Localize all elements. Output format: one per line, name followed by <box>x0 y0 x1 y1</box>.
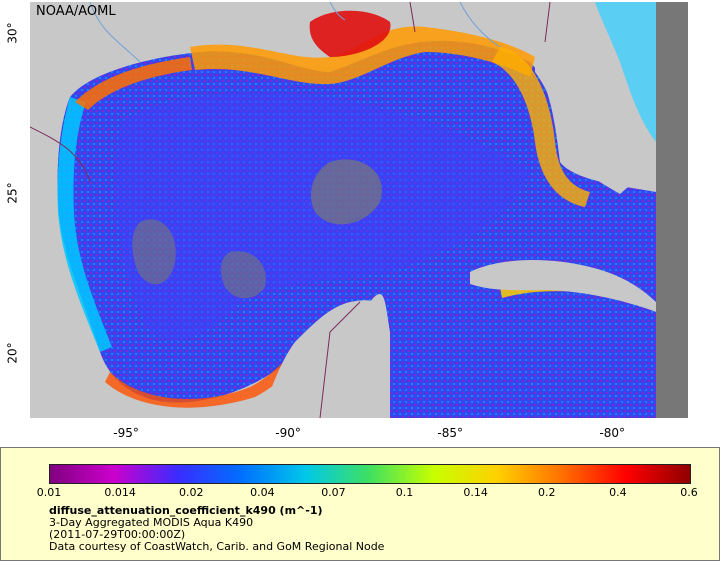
western-coast-band <box>57 97 112 352</box>
no-data-region <box>656 2 688 418</box>
longitude-tick-label: -85° <box>437 426 463 440</box>
k490-map[interactable] <box>30 2 688 418</box>
attribution-label: NOAA/AOML <box>36 4 116 19</box>
colorbar-tick-label: 0.2 <box>538 486 556 499</box>
no-data-patch-central <box>220 251 266 299</box>
river-line <box>329 2 346 21</box>
colorbar <box>49 464 691 484</box>
latitude-tick-label: 30° <box>5 22 20 44</box>
colorbar-tick-label: 0.07 <box>321 486 346 499</box>
colorbar-tick-label: 0.04 <box>250 486 275 499</box>
cuba-island <box>470 260 656 312</box>
legend-date: (2011-07-29T00:00:00Z) <box>49 528 186 541</box>
map-panel[interactable]: NOAA/AOML <box>30 2 688 418</box>
colorbar-tick-label: 0.02 <box>178 486 204 499</box>
no-data-patch-west <box>132 219 176 285</box>
latitude-tick-label: 25° <box>5 182 20 204</box>
colorbar-tick-label: 0.014 <box>104 486 136 499</box>
texas-shelf-band <box>75 57 192 110</box>
river-line <box>89 2 141 63</box>
political-border <box>544 2 551 43</box>
colorbar-tick-label: 0.14 <box>463 486 488 499</box>
mississippi-plume <box>309 10 391 57</box>
legend-description: 3-Day Aggregated MODIS Aqua K490 <box>49 516 254 529</box>
colorbar-tick-label: 0.1 <box>395 486 414 499</box>
legend-panel: 0.01 0.014 0.02 0.04 0.07 0.1 0.14 0.2 0.4 0.6 di… <box>0 447 720 561</box>
yucatan-peninsula <box>260 300 390 418</box>
northern-coast-band <box>190 26 535 85</box>
colorbar-tick-label: 0.4 <box>609 486 627 499</box>
atlantic-coast-band <box>595 2 656 142</box>
latitude-tick-label: 20° <box>5 342 20 364</box>
campeche-coast-band <box>105 322 326 408</box>
colorbar-tick-label: 0.01 <box>36 486 62 499</box>
no-data-patch-gulf <box>310 159 382 225</box>
longitude-tick-label: -95° <box>113 426 139 440</box>
political-border <box>30 126 91 183</box>
legend-title: diffuse_attenuation_coefficient_k490 (m^… <box>49 504 323 517</box>
colorbar-tick-label: 0.6 <box>680 486 698 499</box>
florida-peninsula <box>535 42 628 194</box>
legend-credit: Data courtesy of CoastWatch, Carib. and … <box>49 540 385 553</box>
longitude-tick-label: -80° <box>599 426 626 440</box>
river-line <box>459 2 501 48</box>
political-border <box>409 2 416 33</box>
political-border <box>319 301 361 418</box>
longitude-tick-label: -90° <box>275 426 301 440</box>
florida-west-shelf <box>492 47 590 207</box>
